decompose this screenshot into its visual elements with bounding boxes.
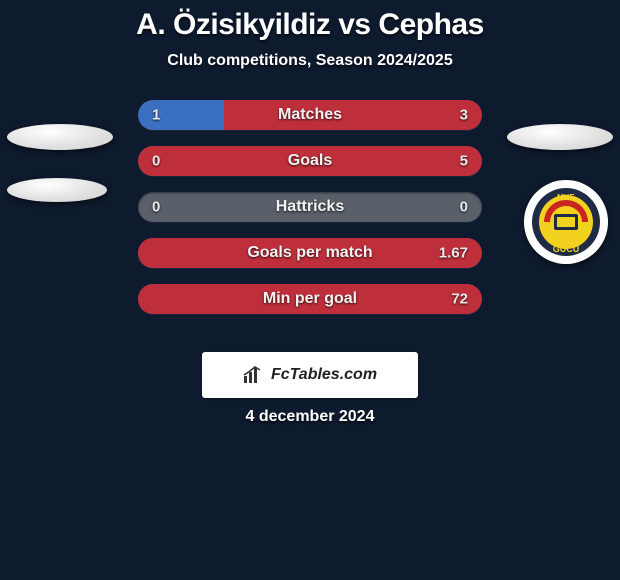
stat-bar-right bbox=[138, 238, 482, 268]
stat-bar-right bbox=[138, 146, 482, 176]
stat-row: Hattricks00 bbox=[138, 192, 482, 222]
stat-bar-bg bbox=[138, 146, 482, 176]
stat-bar-bg bbox=[138, 100, 482, 130]
svg-text:GÜCÜ: GÜCÜ bbox=[553, 244, 580, 254]
stat-row: Matches13 bbox=[138, 100, 482, 130]
stat-bar-left bbox=[138, 100, 224, 130]
chart-icon bbox=[243, 366, 265, 384]
date-stamp: 4 december 2024 bbox=[0, 408, 620, 426]
stat-bar-right bbox=[138, 284, 482, 314]
stat-bar-right bbox=[224, 100, 482, 130]
watermark: FcTables.com bbox=[202, 352, 418, 398]
ellipse-right bbox=[507, 124, 613, 150]
stat-row: Min per goal72 bbox=[138, 284, 482, 314]
page-title: A. Özisikyildiz vs Cephas bbox=[0, 0, 620, 42]
subtitle: Club competitions, Season 2024/2025 bbox=[0, 52, 620, 70]
stat-bar-bg bbox=[138, 284, 482, 314]
watermark-text: FcTables.com bbox=[271, 366, 377, 384]
ellipse-left bbox=[7, 124, 113, 150]
club-logo-right: MKE GÜCÜ bbox=[524, 180, 608, 264]
stat-bar-bg bbox=[138, 192, 482, 222]
stat-bar-bg bbox=[138, 238, 482, 268]
stat-row: Goals05 bbox=[138, 146, 482, 176]
svg-text:MKE: MKE bbox=[557, 193, 575, 202]
stat-row: Goals per match1.67 bbox=[138, 238, 482, 268]
ellipse-left bbox=[7, 178, 107, 202]
